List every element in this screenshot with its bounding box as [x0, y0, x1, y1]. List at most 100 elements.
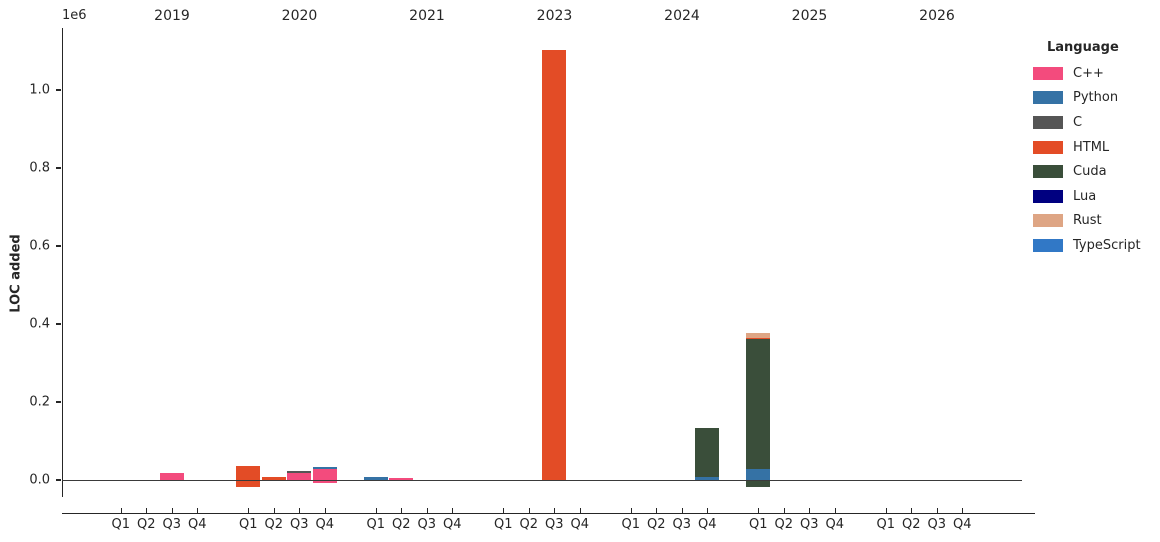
legend-item: Lua: [1033, 184, 1160, 209]
legend-swatch: [1033, 140, 1063, 154]
x-axis-tick-mark: [707, 508, 709, 513]
x-axis-tick-mark: [885, 508, 887, 513]
legend-swatch: [1033, 165, 1063, 179]
x-axis-tick-mark: [783, 508, 785, 513]
quarter-tick-label: Q3: [544, 517, 564, 532]
y-axis-spine: [62, 28, 64, 497]
legend-item: Python: [1033, 86, 1160, 111]
zero-baseline: [62, 479, 1022, 481]
x-axis-tick-mark: [579, 508, 581, 513]
x-axis-tick-mark: [528, 508, 530, 513]
legend-label: HTML: [1073, 139, 1110, 155]
x-axis-tick-mark: [401, 508, 403, 513]
x-axis-tick-mark: [809, 508, 811, 513]
x-axis-spine: [62, 513, 1035, 515]
quarter-tick-label: Q2: [901, 517, 921, 532]
y-axis-offset-text: 1e6: [62, 8, 87, 23]
quarter-tick-label: Q1: [748, 517, 768, 532]
y-tick-mark: [56, 245, 61, 247]
legend-label: C: [1073, 114, 1083, 130]
legend-item: HTML: [1033, 135, 1160, 160]
legend-swatch: [1033, 91, 1063, 105]
y-tick-label: 1.0: [29, 82, 50, 98]
y-tick-mark: [56, 323, 61, 325]
x-axis-tick-mark: [758, 508, 760, 513]
year-label: 2023: [536, 8, 573, 24]
quarter-tick-label: Q1: [111, 517, 131, 532]
y-tick-label: 0.6: [29, 238, 50, 254]
legend-label: Lua: [1073, 188, 1097, 204]
quarter-tick-label: Q3: [799, 517, 819, 532]
x-axis-tick-mark: [171, 508, 173, 513]
quarter-tick-label: Q1: [876, 517, 896, 532]
year-label: 2019: [154, 8, 190, 24]
quarter-tick-label: Q1: [238, 517, 258, 532]
quarter-tick-label: Q1: [366, 517, 386, 532]
y-tick-label: 0.8: [29, 160, 50, 176]
year-label: 2020: [281, 8, 318, 24]
quarter-tick-label: Q1: [621, 517, 641, 532]
year-label: 2025: [791, 8, 828, 24]
bar-segment: [363, 477, 388, 480]
quarter-tick-label: Q4: [952, 517, 972, 532]
legend-label: TypeScript: [1073, 237, 1141, 253]
quarter-tick-label: Q4: [570, 517, 590, 532]
x-axis-tick-mark: [375, 508, 377, 513]
bar-segment: [695, 428, 720, 477]
quarter-tick-label: Q4: [697, 517, 717, 532]
bar-segment: [542, 49, 567, 480]
bar-segment: [312, 466, 337, 470]
x-axis-tick-mark: [273, 508, 275, 513]
legend-label: Cuda: [1073, 164, 1107, 180]
x-axis-tick-mark: [554, 508, 556, 513]
x-axis-tick-mark: [911, 508, 913, 513]
legend-item: Cuda: [1033, 159, 1160, 184]
quarter-tick-label: Q3: [289, 517, 309, 532]
x-axis-tick-mark: [248, 508, 250, 513]
y-tick-mark: [56, 167, 61, 169]
legend-swatch: [1033, 66, 1063, 80]
legend-item: C++: [1033, 61, 1160, 86]
bar-segment: [746, 339, 771, 470]
quarter-tick-label: Q4: [315, 517, 335, 532]
x-axis-tick-mark: [426, 508, 428, 513]
bar-segment: [312, 469, 337, 484]
x-axis-tick-mark: [656, 508, 658, 513]
y-tick-mark: [56, 89, 61, 91]
quarter-tick-label: Q1: [493, 517, 513, 532]
legend-swatch: [1033, 214, 1063, 228]
x-axis-tick-mark: [299, 508, 301, 513]
quarter-tick-label: Q2: [646, 517, 666, 532]
quarter-tick-label: Q4: [442, 517, 462, 532]
bar-segment: [746, 469, 771, 480]
legend: Language C++ Python C HTML Cuda Lua Rust TypeSc…: [1033, 40, 1160, 258]
x-axis-tick-mark: [962, 508, 964, 513]
bar-segment: [389, 478, 414, 480]
legend-items: C++ Python C HTML Cuda Lua Rust TypeScript: [1033, 61, 1160, 258]
bar-segment: [746, 338, 771, 340]
legend-item: Rust: [1033, 209, 1160, 234]
legend-label: Rust: [1073, 213, 1102, 229]
legend-label: Python: [1073, 90, 1119, 106]
legend-swatch: [1033, 189, 1063, 203]
quarter-tick-label: Q3: [417, 517, 437, 532]
bar-segment: [746, 332, 771, 339]
y-tick-mark: [56, 479, 61, 481]
x-axis-tick-mark: [324, 508, 326, 513]
quarter-tick-label: Q3: [672, 517, 692, 532]
bar-segment: [695, 476, 720, 480]
x-axis-tick-mark: [630, 508, 632, 513]
quarter-tick-label: Q3: [162, 517, 182, 532]
legend-item: C: [1033, 110, 1160, 135]
x-axis-tick-mark: [120, 508, 122, 513]
legend-label: C++: [1073, 65, 1104, 81]
x-axis-tick-mark: [146, 508, 148, 513]
bar-segment: [287, 472, 312, 480]
bar-segment: [287, 471, 312, 473]
legend-swatch: [1033, 115, 1063, 129]
legend-swatch: [1033, 238, 1063, 252]
y-tick-label: 0.4: [29, 316, 50, 332]
quarter-tick-label: Q2: [391, 517, 411, 532]
legend-item: TypeScript: [1033, 233, 1160, 258]
